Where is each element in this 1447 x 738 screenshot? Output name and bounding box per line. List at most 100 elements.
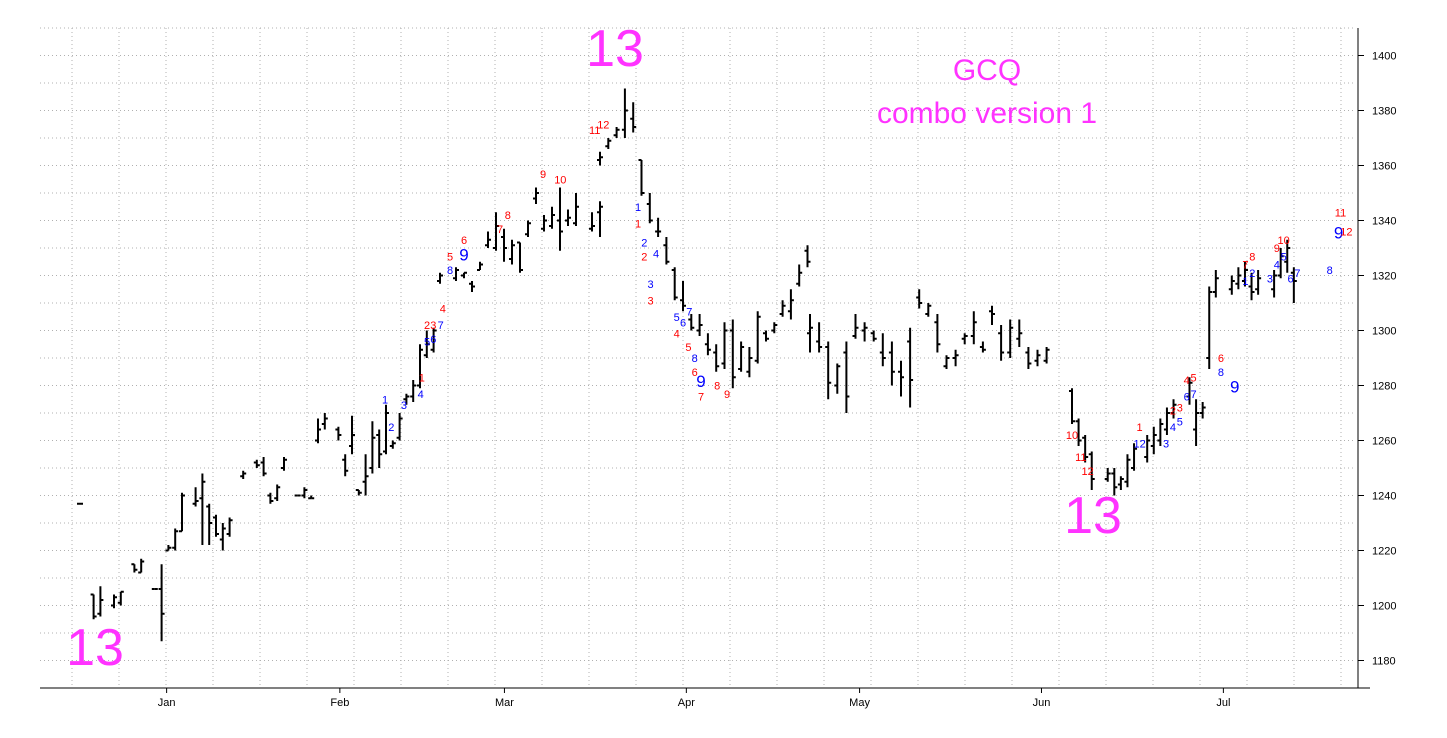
count-label: 8 bbox=[447, 265, 453, 277]
price-bars bbox=[77, 88, 1297, 642]
ohlc-bar bbox=[423, 330, 430, 358]
count-label: 2 bbox=[641, 238, 647, 250]
ohlc-bar bbox=[970, 311, 977, 345]
ohlc-bar bbox=[861, 322, 868, 342]
y-tick-label: 1300 bbox=[1372, 326, 1396, 338]
count-label: 3 bbox=[648, 279, 654, 291]
count-label: 4 bbox=[1170, 422, 1176, 434]
ohlc-bar bbox=[1088, 451, 1095, 490]
count-label: 6 bbox=[692, 367, 698, 379]
ohlc-bar bbox=[989, 305, 995, 325]
count-label: 10 bbox=[554, 174, 566, 186]
count-label: 1 bbox=[635, 218, 641, 230]
ohlc-bar bbox=[771, 322, 778, 334]
setup-9-label: 9 bbox=[696, 372, 705, 391]
count-label: 1 bbox=[1137, 422, 1143, 434]
count-label: 3 bbox=[401, 400, 407, 412]
ohlc-bar bbox=[898, 360, 904, 397]
count-label: 5 bbox=[674, 312, 680, 324]
ohlc-bar bbox=[1212, 270, 1219, 298]
ohlc-bar bbox=[1284, 239, 1291, 273]
count-label: 4 bbox=[674, 328, 680, 340]
count-label: 2 bbox=[641, 251, 647, 263]
count-label: 6 bbox=[461, 235, 467, 247]
count-label: 4 bbox=[653, 249, 659, 261]
count-label: 2 bbox=[1249, 268, 1255, 280]
ohlc-bar bbox=[1007, 319, 1014, 358]
y-tick-label: 1200 bbox=[1372, 601, 1396, 613]
ohlc-bar bbox=[998, 325, 1005, 361]
ohlc-bar bbox=[1111, 468, 1118, 496]
ohlc-bar bbox=[721, 322, 728, 369]
ohlc-bar bbox=[834, 363, 841, 394]
ohlc-bar bbox=[97, 586, 104, 617]
ohlc-bar bbox=[816, 322, 823, 353]
y-tick-label: 1400 bbox=[1372, 51, 1396, 63]
ohlc-bar bbox=[907, 327, 914, 408]
count-label: 6 bbox=[1287, 273, 1293, 285]
ohlc-bar bbox=[1241, 261, 1248, 287]
x-tick-label: Jun bbox=[1033, 697, 1051, 709]
ohlc-bar bbox=[1104, 468, 1111, 482]
ohlc-bar bbox=[469, 281, 475, 292]
y-tick-label: 1320 bbox=[1372, 271, 1396, 283]
count-label: 4 bbox=[1184, 375, 1190, 387]
x-tick-label: Feb bbox=[330, 697, 349, 709]
ohlc-bar bbox=[613, 127, 620, 138]
ohlc-bar bbox=[961, 333, 968, 345]
ohlc-bar bbox=[597, 151, 603, 166]
count-label: 7 bbox=[1294, 268, 1300, 280]
count-label: 4 bbox=[1274, 260, 1280, 272]
ohlc-bar bbox=[704, 333, 711, 356]
ohlc-bar bbox=[1131, 443, 1138, 471]
ohlc-bar bbox=[916, 289, 923, 309]
ohlc-bar bbox=[453, 267, 459, 281]
count-label: 9 bbox=[540, 169, 546, 181]
count-label: 12 bbox=[1082, 466, 1094, 478]
count-label: 2 bbox=[424, 320, 430, 332]
ohlc-bar bbox=[638, 159, 645, 196]
ohlc-bar bbox=[260, 457, 267, 477]
ohlc-bar bbox=[376, 429, 383, 468]
ohlc-bar bbox=[573, 193, 579, 226]
ohlc-bar bbox=[172, 528, 179, 551]
ohlc-bar bbox=[688, 314, 695, 331]
ohlc-bar bbox=[533, 187, 539, 204]
ohlc-bar bbox=[131, 563, 138, 573]
ohlc-bar bbox=[565, 209, 571, 226]
count-label: 5 bbox=[1281, 251, 1287, 263]
ohlc-bar bbox=[396, 413, 403, 441]
ohlc-bar bbox=[1290, 267, 1297, 303]
ohlc-bar bbox=[597, 201, 603, 237]
count-label: 3 bbox=[648, 295, 654, 307]
count-label: 6 bbox=[680, 317, 686, 329]
ohlc-bar bbox=[369, 421, 376, 474]
count-label: 12 bbox=[597, 119, 609, 131]
ohlc-bar bbox=[804, 245, 811, 268]
count-label: 1 bbox=[635, 202, 641, 214]
ohlc-bar bbox=[1206, 286, 1213, 369]
ohlc-bar bbox=[165, 545, 172, 552]
ohlc-bar bbox=[199, 473, 206, 545]
ohlc-bar bbox=[253, 459, 260, 468]
count-label: 7 bbox=[698, 392, 704, 404]
ohlc-bar bbox=[1255, 270, 1262, 295]
count-label: 6 bbox=[1218, 353, 1224, 365]
count-label: 7 bbox=[438, 320, 444, 332]
ohlc-bar bbox=[206, 503, 213, 545]
ohlc-bar bbox=[362, 454, 369, 496]
ohlc-bar bbox=[240, 470, 247, 479]
ohlc-bar bbox=[267, 492, 274, 504]
count-label: 4 bbox=[440, 304, 446, 316]
ohlc-bar bbox=[729, 319, 736, 389]
ohlc-bar bbox=[1025, 347, 1032, 369]
count-label: 9 bbox=[724, 389, 730, 401]
ohlc-bar bbox=[219, 523, 226, 551]
ohlc-bar bbox=[934, 314, 941, 353]
count-label: 8 bbox=[505, 210, 511, 222]
ohlc-bar bbox=[321, 413, 328, 430]
ohlc-bar bbox=[925, 303, 932, 317]
count-label: 6 bbox=[430, 334, 436, 346]
y-tick-label: 1180 bbox=[1372, 656, 1396, 668]
